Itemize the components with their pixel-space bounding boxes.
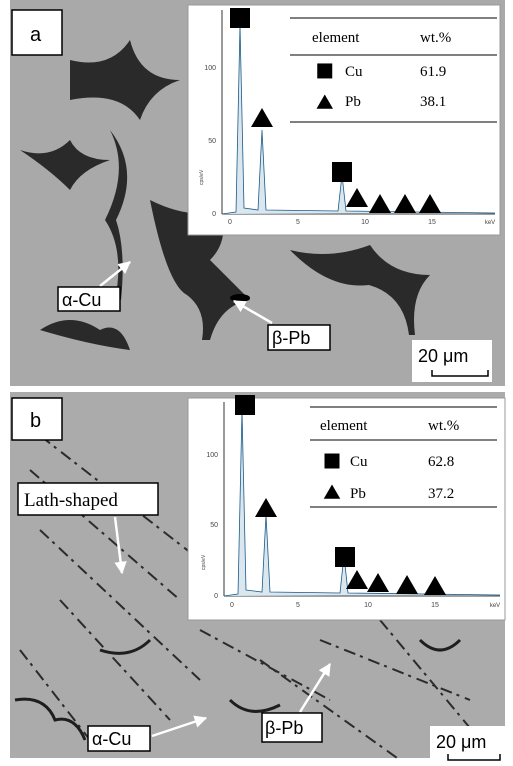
table-header: wt.% (428, 418, 459, 434)
table-cell: 61.9 (420, 64, 446, 80)
y-tick: 0 (212, 211, 216, 218)
table-cell: Cu (345, 64, 363, 80)
x-tick: 15 (431, 602, 439, 609)
inset-a: 0 50 100 0 5 10 15 keV cps/eV element wt… (188, 5, 500, 235)
x-tick: 10 (364, 602, 372, 609)
table-header: element (320, 418, 368, 434)
table-cell: Pb (345, 94, 361, 110)
annotation: α-Cu (62, 290, 101, 310)
y-tick: 50 (210, 522, 218, 529)
panel-label: b (30, 410, 41, 432)
panel-label: a (30, 24, 42, 46)
scale-bar-label: 20 μm (418, 346, 468, 366)
annotation: β-Pb (265, 718, 303, 738)
table-header: element (312, 30, 360, 46)
annotation: Lath-shaped (24, 490, 118, 511)
y-tick: 100 (204, 65, 216, 72)
x-tick: 15 (428, 219, 436, 226)
y-tick: 0 (214, 593, 218, 600)
inset-b: 0 50 100 0 5 10 15 keV cps/eV element wt… (188, 395, 505, 620)
x-axis-label: keV (485, 220, 495, 226)
y-axis-label: cps/eV (201, 554, 207, 570)
x-tick: 10 (361, 219, 369, 226)
annotation: α-Cu (92, 729, 131, 749)
table-cell: 38.1 (420, 94, 446, 110)
y-tick: 50 (208, 138, 216, 145)
x-tick: 5 (296, 219, 300, 226)
table-header: wt.% (420, 30, 451, 46)
annotation: β-Pb (272, 328, 310, 348)
y-tick: 100 (206, 452, 218, 459)
table-cell: 62.8 (428, 454, 454, 470)
x-tick: 0 (228, 219, 232, 226)
table-cell: Cu (350, 454, 368, 470)
table-cell: 37.2 (428, 486, 454, 502)
y-axis-label: cps/eV (199, 169, 205, 185)
page: 0 50 100 0 5 10 15 keV cps/eV element wt… (0, 0, 513, 766)
scale-bar-label: 20 μm (436, 732, 486, 752)
table-cell: Pb (350, 486, 366, 502)
x-axis-label: keV (490, 603, 500, 609)
x-tick: 0 (230, 602, 234, 609)
figure: 0 50 100 0 5 10 15 keV cps/eV element wt… (0, 0, 513, 766)
x-tick: 5 (296, 602, 300, 609)
